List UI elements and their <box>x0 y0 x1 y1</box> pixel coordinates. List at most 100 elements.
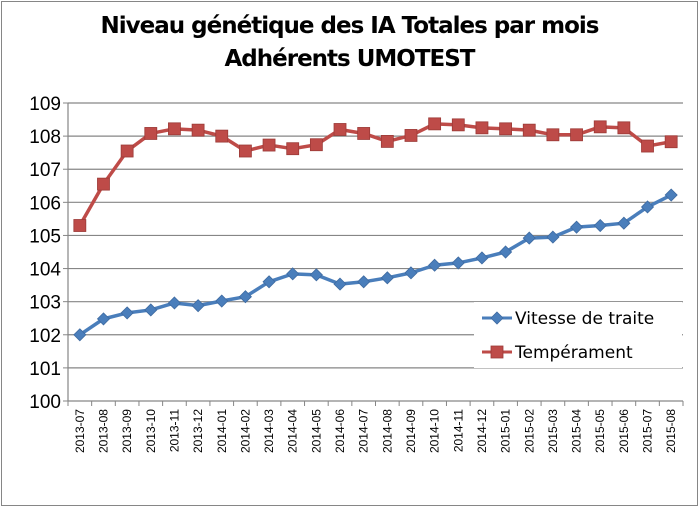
x-axis-ticks: 2013-07 2013-08 2013-09 2013-10 2013-11 2013-… <box>67 401 684 453</box>
x-tick-label: 2015-08 <box>664 409 678 453</box>
x-tick-label: 2014-12 <box>475 409 489 453</box>
x-tick-label: 2014-01 <box>215 409 229 453</box>
legend-diamond-icon <box>490 311 504 325</box>
data-point <box>546 128 560 142</box>
data-point <box>191 299 205 313</box>
data-point <box>428 258 442 272</box>
chart-subtitle: Adhérents UMOTEST <box>224 46 475 72</box>
data-point <box>215 294 229 308</box>
y-tick-label: 109 <box>29 94 61 115</box>
series-group <box>73 117 678 342</box>
y-tick-label: 103 <box>29 293 61 314</box>
data-point <box>380 271 394 285</box>
data-point <box>120 306 134 320</box>
series-temperament <box>73 117 678 232</box>
data-point <box>617 216 631 230</box>
data-point <box>640 200 655 214</box>
y-axis-ticks: 100 101 102 103 104 105 106 107 108 109 <box>29 94 68 413</box>
x-tick-label: 2013-10 <box>144 409 158 453</box>
data-point <box>475 251 489 265</box>
data-point <box>286 142 300 156</box>
x-tick-label: 2013-11 <box>167 409 181 452</box>
data-point <box>522 231 536 245</box>
legend-square-icon <box>490 345 504 359</box>
x-tick-label: 2014-06 <box>333 409 347 453</box>
data-point <box>380 135 394 148</box>
data-point <box>569 220 584 234</box>
x-tick-label: 2014-03 <box>262 409 276 453</box>
x-tick-label: 2015-03 <box>546 409 560 453</box>
data-point <box>593 218 607 233</box>
data-point <box>641 139 654 153</box>
data-point <box>570 128 583 142</box>
data-point <box>309 268 323 282</box>
x-tick-label: 2013-09 <box>120 409 134 453</box>
x-tick-label: 2015-02 <box>522 409 536 453</box>
data-point <box>167 296 182 310</box>
y-tick-label: 108 <box>29 127 61 148</box>
data-point <box>333 123 347 136</box>
legend-label: Vitesse de traite <box>515 309 654 329</box>
x-tick-label: 2013-08 <box>96 409 110 453</box>
x-tick-label: 2014-07 <box>357 409 371 453</box>
x-tick-label: 2014-08 <box>380 409 394 453</box>
data-point <box>144 127 158 140</box>
data-point <box>309 138 323 152</box>
data-point <box>357 275 371 289</box>
x-tick-label: 2015-07 <box>641 409 655 453</box>
chart-title: Niveau génétique des IA Totales par mois <box>100 13 600 39</box>
y-tick-label: 107 <box>29 160 61 181</box>
data-point <box>239 144 252 158</box>
data-point <box>238 290 252 304</box>
data-point <box>168 122 181 136</box>
legend-box <box>474 302 682 368</box>
data-point <box>593 120 607 134</box>
x-tick-label: 2014-02 <box>238 409 252 453</box>
data-point <box>664 188 678 202</box>
data-point <box>191 123 205 137</box>
x-tick-label: 2014-10 <box>428 409 442 453</box>
x-tick-label: 2013-12 <box>191 409 205 453</box>
x-tick-label: 2014-04 <box>286 409 300 453</box>
x-tick-label: 2015-06 <box>617 409 631 453</box>
y-tick-label: 105 <box>29 226 61 247</box>
x-tick-label: 2014-05 <box>309 409 323 453</box>
data-point <box>451 118 465 132</box>
data-point <box>73 219 87 232</box>
data-point <box>499 245 513 259</box>
data-point <box>262 138 276 152</box>
series-vitesse-de-traite <box>73 188 678 342</box>
x-tick-label: 2014-09 <box>404 409 418 453</box>
data-point <box>522 123 536 137</box>
y-tick-label: 106 <box>29 193 61 214</box>
data-point <box>546 230 560 244</box>
data-point <box>73 328 87 342</box>
data-point <box>357 127 371 140</box>
legend-label: Tempérament <box>514 343 633 363</box>
data-point <box>404 129 418 142</box>
data-point <box>97 177 110 191</box>
x-tick-label: 2015-05 <box>593 409 607 453</box>
data-point <box>120 144 134 158</box>
data-point <box>286 267 300 281</box>
data-point <box>451 256 465 270</box>
legend: Vitesse de traite Tempérament <box>474 302 682 368</box>
data-point <box>262 275 276 289</box>
data-point <box>664 135 678 149</box>
x-tick-label: 2015-04 <box>570 409 584 453</box>
data-point <box>144 303 158 317</box>
y-tick-label: 100 <box>29 392 61 413</box>
data-point <box>499 122 512 136</box>
data-point <box>215 129 229 143</box>
y-tick-label: 101 <box>29 359 61 380</box>
x-tick-label: 2013-07 <box>73 409 87 453</box>
data-point <box>428 117 442 131</box>
data-point <box>475 121 489 135</box>
data-point <box>333 277 347 291</box>
y-tick-label: 104 <box>29 260 61 281</box>
x-tick-label: 2015-01 <box>499 409 513 453</box>
y-tick-label: 102 <box>29 326 61 347</box>
x-tick-label: 2014-11 <box>451 409 465 452</box>
